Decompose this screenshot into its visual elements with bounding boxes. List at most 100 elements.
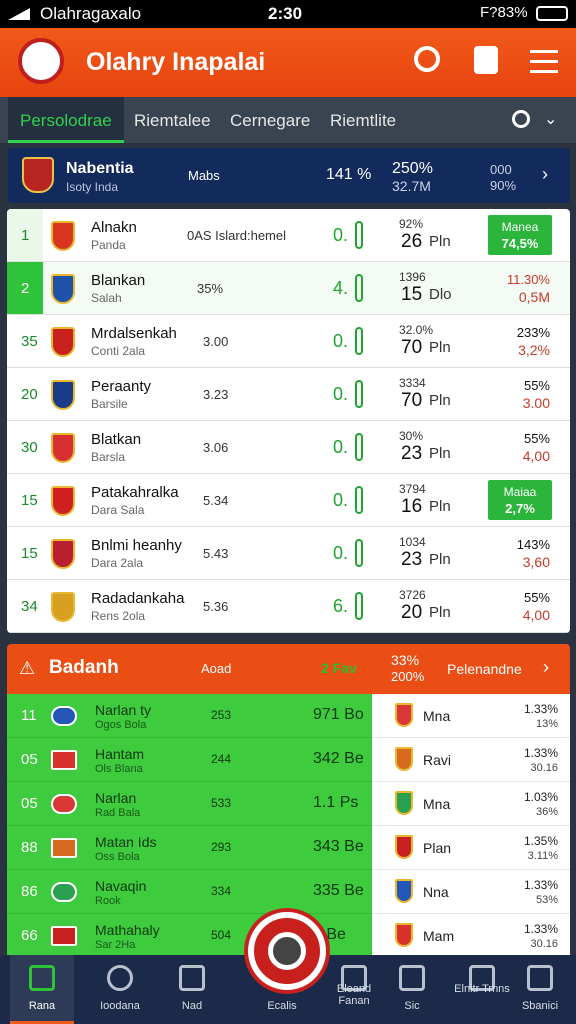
badge-value: 74,5% bbox=[501, 236, 539, 251]
section-icon: ⚠ bbox=[19, 658, 36, 678]
table-row[interactable]: 30 Blatkan Barsla 3.06 0. 30% 23 Pln 55% 4,00 bbox=[7, 421, 570, 474]
nav-label: Ecalis bbox=[267, 1000, 297, 1012]
flag bbox=[51, 706, 77, 726]
table-row[interactable]: 2 Blankan Salah 35% 4. 1396 15 Dlo 11.30% 0,5M bbox=[7, 262, 570, 315]
notification-button[interactable] bbox=[414, 46, 440, 72]
team-sub: Salah bbox=[91, 291, 122, 305]
team-sub: Rad Bala bbox=[95, 807, 141, 819]
list-row[interactable]: 05 Narlan Rad Bala 533 1.1 Ps Mna 1.03% 36% bbox=[7, 782, 570, 826]
team-name: Bnlmi heanhy bbox=[91, 537, 182, 554]
rank: 35 bbox=[21, 333, 38, 350]
stat: 35% bbox=[197, 281, 224, 296]
right-value: 3.00 bbox=[522, 395, 550, 411]
nav-item[interactable]: Sic bbox=[380, 955, 444, 1024]
nav-item[interactable]: Nad bbox=[160, 955, 224, 1024]
team-short: Mna bbox=[423, 708, 451, 724]
section-header[interactable]: ⚠ Badanh Aoad 2 Fav 33% 200% Pelenandne › bbox=[7, 644, 570, 694]
logo bbox=[18, 38, 64, 84]
sub-stat: 36% bbox=[535, 806, 558, 818]
team-name: Radadankaha bbox=[91, 590, 185, 607]
team-name: Peraanty bbox=[91, 378, 152, 395]
percent: 1034 bbox=[399, 535, 426, 549]
nav-item[interactable]: Ecalis bbox=[250, 955, 314, 1024]
percent: 1.33% bbox=[523, 746, 558, 760]
percent: 1.03% bbox=[523, 790, 558, 804]
nav-icon bbox=[341, 965, 367, 991]
tab[interactable]: Riemtlite bbox=[330, 111, 397, 130]
nav-icon bbox=[399, 965, 425, 991]
rank: 86 bbox=[21, 883, 38, 900]
team-sub: Ogos Bola bbox=[95, 719, 147, 731]
crest bbox=[395, 747, 413, 771]
percent: 30% bbox=[399, 429, 424, 443]
nav-item[interactable]: Sbanici bbox=[508, 955, 572, 1024]
nav-icon bbox=[29, 965, 55, 991]
right-value: 3,2% bbox=[518, 342, 550, 358]
right-stat: 55% bbox=[523, 431, 550, 446]
crest bbox=[51, 221, 75, 251]
chevron: › bbox=[542, 164, 548, 184]
table-row[interactable]: 34 Radadankaha Rens 2ola 5.36 6. 3726 20 Pln 55%… bbox=[7, 580, 570, 633]
score: 0. bbox=[333, 331, 349, 351]
header: Olahry Inapalai bbox=[0, 28, 576, 97]
nav-label: Ioodana bbox=[100, 1000, 140, 1012]
signal bbox=[8, 8, 30, 20]
stat: 253 bbox=[211, 708, 232, 722]
percent: 3726 bbox=[399, 588, 426, 602]
fav: 2 Fav bbox=[321, 660, 357, 676]
search-button[interactable] bbox=[512, 110, 530, 128]
tab[interactable]: Persolodrae bbox=[8, 97, 124, 143]
team-sub: Oss Bola bbox=[95, 851, 140, 863]
table-row[interactable]: 35 Mrdalsenkah Conti 2ala 3.00 0. 32.0% 70 Pln 2… bbox=[7, 315, 570, 368]
list-row[interactable]: 86 Navaqin Rook 334 335 Be Nna 1.33% 53% bbox=[7, 870, 570, 914]
rank: 05 bbox=[21, 795, 38, 812]
right-value: 4,00 bbox=[522, 607, 550, 623]
score: 0. bbox=[333, 225, 349, 245]
value: 342 Be bbox=[313, 750, 364, 767]
trend-icon bbox=[355, 274, 363, 302]
table-row[interactable]: 20 Peraanty Barsile 3.23 0. 3334 70 Pln 55% 3.00 bbox=[7, 368, 570, 421]
points: 70 bbox=[401, 390, 423, 411]
stat: 3.06 bbox=[203, 440, 229, 455]
value: 1.1 Ps bbox=[313, 794, 359, 811]
points: 20 bbox=[401, 602, 423, 623]
list-row[interactable]: 11 Narlan ty Ogos Bola 253 971 Bo Mna 1.33% 13% bbox=[7, 694, 570, 738]
table-row[interactable]: 1 Alnakn Panda 0AS Islard:hemel 0. 92% 26 Pln Ma… bbox=[7, 209, 570, 262]
percent: 1.35% bbox=[523, 834, 558, 848]
trend-icon bbox=[355, 486, 363, 514]
stat: 504 bbox=[211, 928, 232, 942]
flag bbox=[51, 926, 77, 946]
trend-icon bbox=[355, 327, 363, 355]
table-row[interactable]: 15 Patakahralka Dara Sala 5.34 0. 3794 16 Pln Ma… bbox=[7, 474, 570, 527]
cart-button[interactable] bbox=[474, 46, 498, 74]
score: 0. bbox=[333, 543, 349, 563]
list-row[interactable]: 88 Matan Ids Oss Bola 293 343 Be Plan 1.35% 3.1… bbox=[7, 826, 570, 870]
menu-button[interactable] bbox=[530, 50, 558, 74]
trend-icon bbox=[355, 380, 363, 408]
table-row[interactable]: 15 Bnlmi heanhy Dara 2ala 5.43 0. 1034 23 Pln 14… bbox=[7, 527, 570, 580]
nav-label: Rana bbox=[28, 1000, 56, 1012]
menu-line bbox=[530, 50, 558, 53]
tab[interactable]: Riemtalee bbox=[134, 111, 211, 130]
right-stat: 55% bbox=[523, 590, 550, 605]
crest bbox=[51, 380, 75, 410]
trend-icon bbox=[355, 592, 363, 620]
nav-item[interactable]: Elnitr Trnns bbox=[450, 955, 514, 1024]
list-row[interactable]: 66 Mathahaly Sar 2Ha 504 2.Be Mam 1.33% 30.16 bbox=[7, 914, 570, 955]
tab[interactable]: Cernegare bbox=[230, 111, 311, 130]
nav-item[interactable]: Ioodana bbox=[88, 955, 152, 1024]
trend-icon bbox=[355, 539, 363, 567]
stat: 334 bbox=[211, 884, 232, 898]
nav-item[interactable]: Eleand Fanan bbox=[322, 955, 386, 1024]
nav-item[interactable]: Rana bbox=[10, 955, 74, 1024]
team-sub: Dara Sala bbox=[91, 503, 145, 517]
crest bbox=[395, 879, 413, 903]
nav-label: Sbanici bbox=[521, 1000, 559, 1012]
tab-bar: Persolodrae Riemtalee Cernegare Riemtlite ⌄ bbox=[0, 97, 576, 143]
list-row[interactable]: 05 Hantam Ols Blana 244 342 Be Ravi 1.33% 30.16 bbox=[7, 738, 570, 782]
featured-row[interactable]: Nabentia Isoty Inda Mabs 141 % 250% 32.7M 000 9… bbox=[8, 148, 570, 203]
stat: 90% bbox=[490, 178, 517, 193]
rank: 30 bbox=[21, 439, 38, 456]
team-name: Narlan bbox=[95, 790, 137, 806]
value: 141 % bbox=[326, 166, 372, 183]
